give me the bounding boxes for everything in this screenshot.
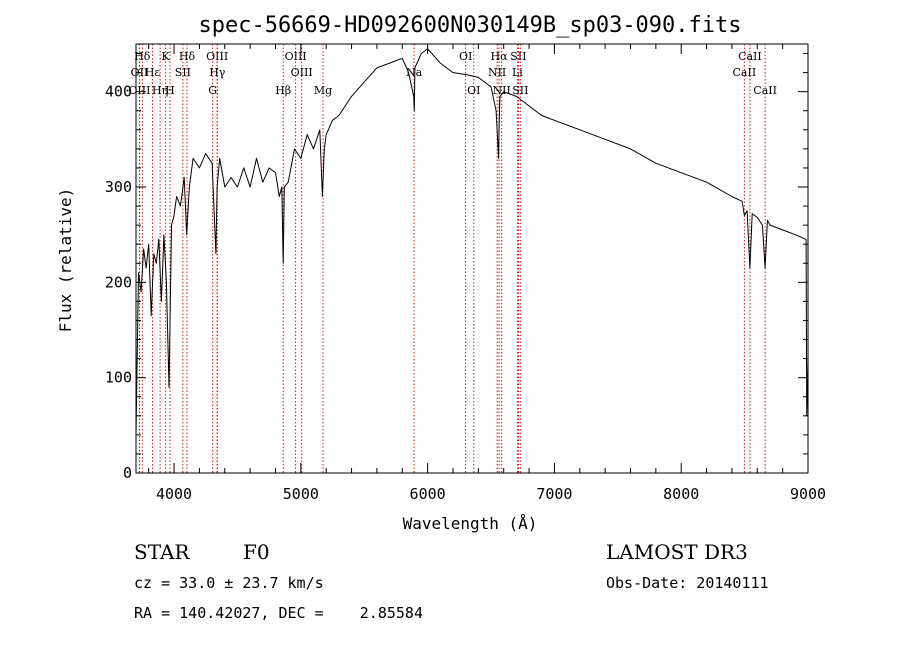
line-marker-label-9: OIII [206, 50, 228, 63]
chart-title: spec-56669-HD092600N030149B_sp03-090.fit… [198, 13, 741, 38]
ra-dec: RA = 140.42027, DEC = 2.85584 [134, 604, 423, 622]
x-axis-label: Wavelength (Å) [403, 514, 538, 533]
object-class: STAR [134, 540, 190, 564]
line-marker-label-17: OI [459, 50, 472, 63]
survey-name: LAMOST DR3 [606, 540, 748, 564]
x-tick-label-8000: 8000 [663, 485, 699, 503]
line-marker-label-11: G [208, 84, 217, 97]
y-tick-label-0: 0 [123, 464, 132, 482]
line-marker-label-2: OIII [128, 84, 150, 97]
line-marker-label-6: H [165, 84, 175, 97]
line-marker-label-22: Li [512, 66, 523, 79]
y-axis: 0 100 200 300 400 [105, 53, 808, 482]
line-marker-label-20: SII [510, 50, 526, 63]
line-marker-label-8: Hδ [179, 50, 196, 63]
y-tick-label-200: 200 [105, 273, 132, 291]
x-tick-label-7000: 7000 [536, 485, 572, 503]
object-subclass: F0 [243, 540, 270, 564]
y-axis-label: Flux (relative) [56, 188, 75, 333]
series-group [135, 48, 809, 435]
observation-date: Obs-Date: 20140111 [606, 574, 769, 592]
line-marker-label-27: CaII [753, 84, 777, 97]
series-line-spectrum [135, 48, 809, 435]
line-marker-label-21: NII [488, 66, 506, 79]
line-marker-label-13: OIII [285, 50, 307, 63]
line-marker-label-7: SII [175, 66, 191, 79]
line-marker-label-26: CaII [733, 66, 757, 79]
line-marker-label-3: Hε [145, 66, 161, 79]
line-marker-label-16: Na [406, 66, 423, 79]
x-tick-label-9000: 9000 [790, 485, 826, 503]
line-marker-label-14: OIII [291, 66, 313, 79]
line-marker-label-10: Hγ [209, 66, 226, 79]
line-marker-label-25: CaII [738, 50, 762, 63]
line-marker-label-0: Hδ [134, 50, 151, 63]
line-marker-label-24: SII [512, 84, 528, 97]
x-tick-label-5000: 5000 [283, 485, 319, 503]
line-marker-label-18: OI [467, 84, 480, 97]
y-tick-label-100: 100 [105, 369, 132, 387]
redshift-velocity: cz = 33.0 ± 23.7 km/s [134, 574, 324, 592]
line-marker-label-23: NII [493, 84, 511, 97]
line-marker-label-15: Mg [314, 84, 332, 97]
y-tick-label-300: 300 [105, 178, 132, 196]
line-marker-label-4: Hη [152, 84, 168, 97]
y-tick-label-400: 400 [105, 83, 132, 101]
plot-frame [135, 43, 809, 474]
x-tick-label-6000: 6000 [410, 485, 446, 503]
line-marker-label-19: Hα [490, 50, 508, 63]
line-marker-label-5: K [162, 50, 171, 63]
line-marker-label-12: Hβ [275, 84, 291, 97]
x-axis: 4000 5000 6000 7000 8000 9000 [148, 44, 826, 503]
x-tick-label-4000: 4000 [156, 485, 192, 503]
